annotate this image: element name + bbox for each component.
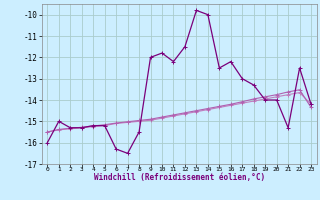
X-axis label: Windchill (Refroidissement éolien,°C): Windchill (Refroidissement éolien,°C) <box>94 173 265 182</box>
